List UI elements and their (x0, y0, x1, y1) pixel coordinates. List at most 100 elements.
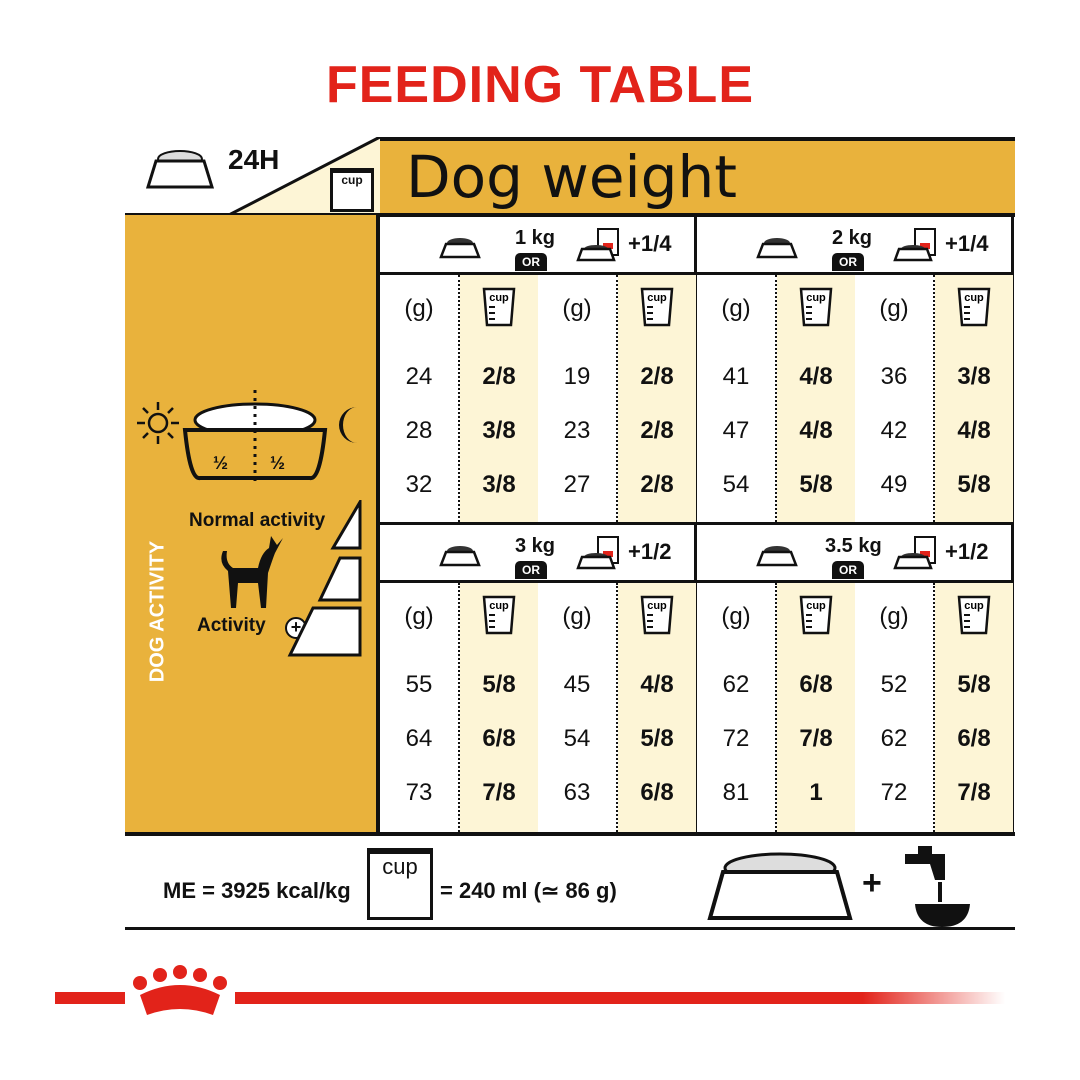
cups-value: 5/8 (799, 471, 833, 498)
activity-plus-label: Activity (197, 615, 266, 636)
grams-value: 72 (722, 725, 750, 752)
bowl-icon (755, 235, 799, 266)
activity-column: (g) 36 42 49 cup 3/8 4/8 5/8 (855, 275, 1013, 522)
grams-unit: (g) (879, 295, 909, 322)
wet-food-pouch-icon (893, 227, 943, 268)
weight-block: 2 kg OR +1/4 (g) 41 47 54 cup 4/8 4/8 5/8 (g) 36… (697, 217, 1014, 525)
cups-value: 4/8 (799, 417, 833, 444)
cups-column: cup 5/8 6/8 7/8 (935, 583, 1013, 832)
brand-stripe (55, 992, 1005, 1004)
grams-value: 49 (880, 471, 908, 498)
svg-text:cup: cup (489, 292, 509, 304)
weight-header: 2 kg OR +1/4 (697, 217, 1011, 275)
or-badge: OR (832, 253, 864, 271)
cups-column: cup 3/8 4/8 5/8 (935, 275, 1013, 522)
cups-column: cup 2/8 2/8 2/8 (618, 275, 696, 522)
cups-value: 7/8 (799, 725, 833, 752)
cup-icon-label: cup (341, 173, 363, 187)
grams-column: (g) 24 28 32 (380, 275, 460, 522)
wet-food-pouch-icon (576, 227, 626, 268)
svg-text:cup: cup (647, 292, 667, 304)
wet-food-extra: +1/4 (628, 231, 672, 256)
wet-food-extra: +1/2 (628, 539, 672, 564)
svg-text:cup: cup (806, 292, 826, 304)
cup-icon-label: cup (382, 854, 418, 879)
weight-label: 3.5 kg (825, 535, 882, 557)
or-badge: OR (515, 561, 547, 579)
grams-column: (g) 45 54 63 (538, 583, 618, 832)
grams-value: 54 (722, 471, 750, 498)
weight-block: 3 kg OR +1/2 (g) 55 64 73 cup 5/8 6/8 7/8 (g) 45… (380, 525, 697, 832)
cups-value: 6/8 (799, 671, 833, 698)
feeding-table: 1 kg OR +1/4 (g) 24 28 32 cup 2/8 3/8 3/8 (g) 19… (380, 217, 1015, 832)
bowl-icon (438, 543, 482, 574)
energy-label: ME = 3925 kcal/kg (163, 878, 351, 903)
grams-value: 62 (880, 725, 908, 752)
weight-header: 3.5 kg OR +1/2 (697, 525, 1011, 583)
grams-value: 36 (880, 363, 908, 390)
water-tap-icon (905, 846, 970, 927)
grams-value: 45 (563, 671, 591, 698)
cups-value: 3/8 (482, 471, 516, 498)
grams-value: 42 (880, 417, 908, 444)
activity-panel: ½ ½ DOG ACTIVITY Normal activity Activit… (125, 215, 380, 832)
bowl-icon (707, 852, 853, 920)
grams-value: 64 (405, 725, 433, 752)
cup-equivalence: = 240 ml (≃ 86 g) (440, 878, 617, 903)
weight-block: 1 kg OR +1/4 (g) 24 28 32 cup 2/8 3/8 3/8 (g) 19… (380, 217, 697, 525)
cups-column: cup 6/8 7/8 1 (777, 583, 855, 832)
svg-text:cup: cup (806, 600, 826, 612)
activity-column: (g) 41 47 54 cup 4/8 4/8 5/8 (697, 275, 855, 522)
or-badge: OR (515, 253, 547, 271)
weight-header: 1 kg OR +1/4 (380, 217, 694, 275)
weight-block: 3.5 kg OR +1/2 (g) 62 72 81 cup 6/8 7/8 1 (g) 52… (697, 525, 1014, 832)
grams-unit: (g) (721, 295, 751, 322)
grams-unit: (g) (562, 603, 592, 630)
cups-value: 4/8 (957, 417, 991, 444)
or-badge: OR (832, 561, 864, 579)
svg-text:cup: cup (964, 292, 984, 304)
cups-column: cup 5/8 6/8 7/8 (460, 583, 538, 832)
cups-value: 4/8 (640, 671, 674, 698)
activity-column: (g) 62 72 81 cup 6/8 7/8 1 (697, 583, 855, 832)
normal-activity-label: Normal activity (189, 510, 326, 531)
grams-value: 72 (880, 779, 908, 806)
svg-text:cup: cup (647, 600, 667, 612)
grams-value: 54 (563, 725, 591, 752)
cups-column: cup 2/8 3/8 3/8 (460, 275, 538, 522)
wet-food-extra: +1/2 (945, 539, 989, 564)
grams-value: 73 (405, 779, 433, 806)
grams-value: 55 (405, 671, 433, 698)
grams-value: 62 (722, 671, 750, 698)
cups-value: 6/8 (957, 725, 991, 752)
cup-icon: cup (367, 848, 433, 920)
grams-value: 24 (405, 363, 433, 390)
cup-icon: cup (460, 593, 538, 642)
svg-text:cup: cup (489, 600, 509, 612)
grams-unit: (g) (404, 603, 434, 630)
cups-value: 6/8 (640, 779, 674, 806)
royal-canin-crown-logo (125, 965, 235, 1025)
cups-value: 7/8 (957, 779, 991, 806)
grams-value: 47 (722, 417, 750, 444)
bowl-icon (755, 543, 799, 574)
cup-icon: cup (618, 285, 696, 334)
grams-value: 32 (405, 471, 433, 498)
svg-text:cup: cup (964, 600, 984, 612)
cups-value: 2/8 (640, 363, 674, 390)
grams-column: (g) 55 64 73 (380, 583, 460, 832)
moon-icon (339, 407, 357, 443)
bowl-half-icon (182, 390, 328, 485)
grams-column: (g) 41 47 54 (697, 275, 777, 522)
cup-icon: cup (460, 285, 538, 334)
activity-column: (g) 45 54 63 cup 4/8 5/8 6/8 (538, 583, 696, 832)
grams-column: (g) 36 42 49 (855, 275, 935, 522)
grams-unit: (g) (404, 295, 434, 322)
activity-column: (g) 55 64 73 cup 5/8 6/8 7/8 (380, 583, 538, 832)
wet-food-pouch-icon (893, 535, 943, 576)
grams-column: (g) 52 62 72 (855, 583, 935, 832)
grams-unit: (g) (562, 295, 592, 322)
grams-unit: (g) (721, 603, 751, 630)
cups-value: 2/8 (482, 363, 516, 390)
half-left: ½ (213, 453, 229, 473)
